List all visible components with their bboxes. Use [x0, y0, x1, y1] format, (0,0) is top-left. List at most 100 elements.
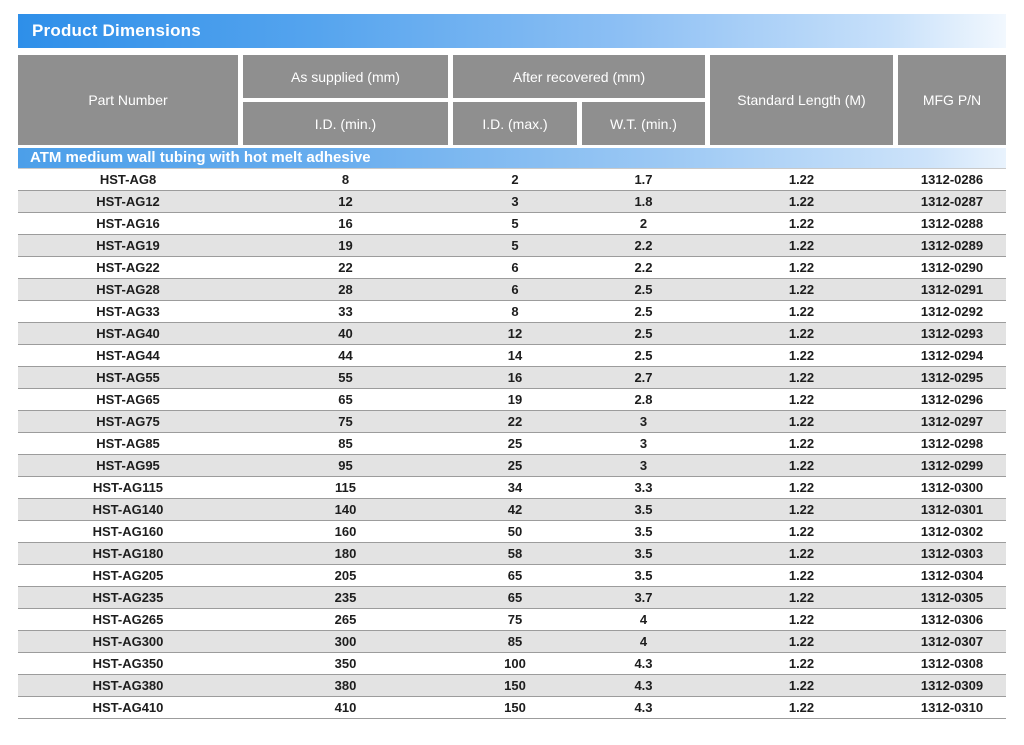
cell-recovered-id-max: 25: [507, 436, 523, 451]
cell-mfg-pn: 1312-0290: [920, 260, 984, 275]
cell-mfg-pn: 1312-0309: [920, 678, 984, 693]
cell-supplied-id-min: 350: [334, 656, 357, 671]
table-row: HST-AG95 95 25 3 1.22 1312-0299: [18, 455, 1006, 477]
cell-mfg-pn: 1312-0294: [920, 348, 984, 363]
cell-standard-length: 1.22: [788, 546, 815, 561]
header-id-max: I.D. (max.): [453, 102, 577, 145]
cell-standard-length: 1.22: [788, 458, 815, 473]
cell-supplied-id-min: 12: [338, 194, 353, 209]
header-after-recovered-group: After recovered (mm): [453, 55, 705, 98]
cell-recovered-id-max: 6: [511, 282, 519, 297]
cell-part-number: HST-AG265: [92, 612, 164, 627]
cell-supplied-id-min: 180: [334, 546, 357, 561]
header-mfg-pn: MFG P/N: [898, 55, 1006, 145]
table-row: HST-AG380 380 150 4.3 1.22 1312-0309: [18, 675, 1006, 697]
cell-wt-min: 3.7: [634, 590, 653, 605]
cell-part-number: HST-AG28: [96, 282, 160, 297]
cell-part-number: HST-AG44: [96, 348, 160, 363]
cell-recovered-id-max: 12: [507, 326, 523, 341]
table-row: HST-AG40 40 12 2.5 1.22 1312-0293: [18, 323, 1006, 345]
table-row: HST-AG8 8 2 1.7 1.22 1312-0286: [18, 169, 1006, 191]
table-row: HST-AG12 12 3 1.8 1.22 1312-0287: [18, 191, 1006, 213]
cell-part-number: HST-AG16: [96, 216, 160, 231]
cell-standard-length: 1.22: [788, 216, 815, 231]
cell-mfg-pn: 1312-0305: [920, 590, 984, 605]
table-row: HST-AG265 265 75 4 1.22 1312-0306: [18, 609, 1006, 631]
cell-mfg-pn: 1312-0304: [920, 568, 984, 583]
cell-wt-min: 2.5: [634, 348, 653, 363]
cell-mfg-pn: 1312-0288: [920, 216, 984, 231]
cell-recovered-id-max: 100: [504, 656, 526, 671]
cell-mfg-pn: 1312-0299: [920, 458, 984, 473]
cell-recovered-id-max: 8: [511, 304, 519, 319]
table-body: HST-AG8 8 2 1.7 1.22 1312-0286 HST-AG12 …: [18, 168, 1006, 719]
cell-recovered-id-max: 3: [511, 194, 519, 209]
cell-mfg-pn: 1312-0302: [920, 524, 984, 539]
table-row: HST-AG55 55 16 2.7 1.22 1312-0295: [18, 367, 1006, 389]
cell-standard-length: 1.22: [788, 238, 815, 253]
cell-standard-length: 1.22: [788, 524, 815, 539]
cell-part-number: HST-AG300: [92, 634, 164, 649]
cell-recovered-id-max: 85: [507, 634, 523, 649]
cell-recovered-id-max: 150: [504, 700, 526, 715]
cell-supplied-id-min: 115: [335, 480, 356, 495]
cell-wt-min: 2.2: [634, 260, 653, 275]
table-row: HST-AG180 180 58 3.5 1.22 1312-0303: [18, 543, 1006, 565]
cell-recovered-id-max: 19: [507, 392, 523, 407]
header-wt-min: W.T. (min.): [582, 102, 705, 145]
cell-recovered-id-max: 42: [507, 502, 523, 517]
table-row: HST-AG44 44 14 2.5 1.22 1312-0294: [18, 345, 1006, 367]
cell-wt-min: 2.8: [634, 392, 653, 407]
table-row: HST-AG85 85 25 3 1.22 1312-0298: [18, 433, 1006, 455]
cell-recovered-id-max: 75: [507, 612, 523, 627]
cell-standard-length: 1.22: [788, 172, 815, 187]
cell-supplied-id-min: 75: [338, 414, 353, 429]
table-row: HST-AG160 160 50 3.5 1.22 1312-0302: [18, 521, 1006, 543]
cell-supplied-id-min: 300: [334, 634, 357, 649]
cell-supplied-id-min: 8: [341, 172, 350, 187]
section-label: ATM medium wall tubing with hot melt adh…: [18, 148, 1006, 168]
cell-standard-length: 1.22: [788, 634, 815, 649]
cell-recovered-id-max: 58: [507, 546, 523, 561]
cell-supplied-id-min: 65: [338, 392, 353, 407]
cell-part-number: HST-AG350: [92, 656, 164, 671]
cell-recovered-id-max: 50: [507, 524, 523, 539]
cell-recovered-id-max: 34: [507, 480, 523, 495]
cell-part-number: HST-AG8: [99, 172, 157, 187]
cell-wt-min: 2.2: [634, 238, 653, 253]
cell-wt-min: 4: [639, 634, 648, 649]
cell-recovered-id-max: 14: [507, 348, 523, 363]
cell-standard-length: 1.22: [788, 260, 815, 275]
cell-wt-min: 3.3: [634, 480, 653, 495]
cell-part-number: HST-AG180: [92, 546, 164, 561]
cell-supplied-id-min: 33: [338, 304, 353, 319]
table-row: HST-AG350 350 100 4.3 1.22 1312-0308: [18, 653, 1006, 675]
cell-wt-min: 4.3: [634, 678, 653, 693]
page-title: Product Dimensions: [18, 14, 1006, 48]
cell-part-number: HST-AG140: [92, 502, 164, 517]
table-row: HST-AG300 300 85 4 1.22 1312-0307: [18, 631, 1006, 653]
cell-supplied-id-min: 55: [338, 370, 353, 385]
cell-wt-min: 2.5: [634, 326, 653, 341]
cell-supplied-id-min: 22: [338, 260, 353, 275]
cell-mfg-pn: 1312-0289: [920, 238, 984, 253]
cell-recovered-id-max: 25: [507, 458, 523, 473]
cell-part-number: HST-AG410: [92, 700, 164, 715]
cell-mfg-pn: 1312-0298: [920, 436, 984, 451]
cell-part-number: HST-AG22: [96, 260, 160, 275]
cell-mfg-pn: 1312-0310: [920, 700, 984, 715]
cell-standard-length: 1.22: [788, 678, 815, 693]
cell-supplied-id-min: 235: [334, 590, 357, 605]
table-row: HST-AG22 22 6 2.2 1.22 1312-0290: [18, 257, 1006, 279]
cell-wt-min: 3.5: [634, 568, 653, 583]
cell-standard-length: 1.22: [788, 304, 815, 319]
cell-mfg-pn: 1312-0301: [920, 502, 984, 517]
cell-supplied-id-min: 28: [338, 282, 353, 297]
cell-mfg-pn: 1312-0300: [920, 480, 984, 495]
cell-supplied-id-min: 16: [338, 216, 353, 231]
cell-recovered-id-max: 65: [507, 590, 523, 605]
cell-standard-length: 1.22: [788, 194, 815, 209]
cell-mfg-pn: 1312-0297: [920, 414, 984, 429]
cell-wt-min: 3.5: [634, 524, 653, 539]
